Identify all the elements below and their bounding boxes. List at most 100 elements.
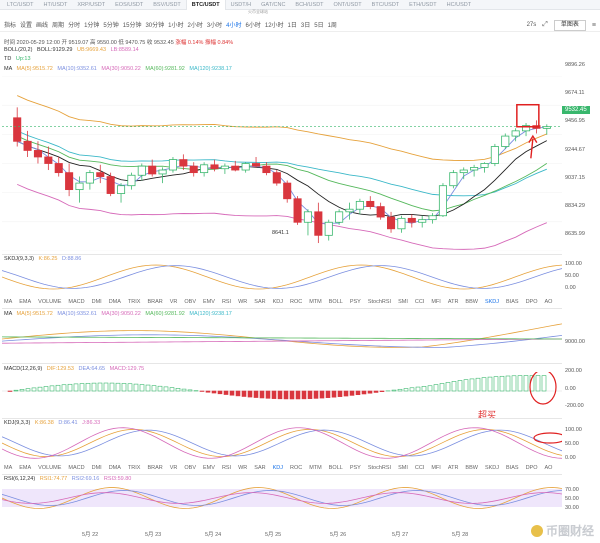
toolbar-item[interactable]: 3小时 bbox=[206, 23, 223, 29]
indicator-tab[interactable]: RSI bbox=[221, 299, 232, 305]
indicator-tab[interactable]: ROC bbox=[289, 299, 303, 305]
indicator-tab[interactable]: MACD bbox=[68, 465, 85, 471]
indicator-tab[interactable]: BOLL bbox=[328, 465, 343, 471]
indicator-tab[interactable]: ROC bbox=[289, 465, 303, 471]
layout-dropdown[interactable]: 单图表 bbox=[553, 19, 586, 31]
symbol-tab[interactable]: XRP/USDT bbox=[77, 1, 106, 8]
indicator-tab[interactable]: SAR bbox=[254, 465, 266, 471]
macd-bar bbox=[175, 388, 181, 392]
indicator-tab[interactable]: DMI bbox=[91, 299, 102, 305]
toolbar-item[interactable]: 15分钟 bbox=[122, 23, 142, 29]
indicator-tab[interactable]: EMV bbox=[203, 465, 215, 471]
indicator-tab[interactable]: RSI bbox=[221, 465, 232, 471]
toolbar-item[interactable]: 周期 bbox=[52, 23, 65, 29]
indicator-tab-row-2: MA EMA VOLUME MACD DMI DMA TRIX BRAR VR OBV EMV RSI… bbox=[4, 465, 552, 471]
toolbar-item[interactable]: 指标 bbox=[4, 23, 17, 29]
symbol-tab[interactable]: BCH/USDT bbox=[295, 1, 324, 8]
candlestick-chart[interactable] bbox=[2, 76, 562, 251]
indicator-tab[interactable]: AO bbox=[544, 465, 553, 471]
toolbar-item[interactable]: 5日 bbox=[314, 23, 324, 29]
indicator-tab[interactable]: WR bbox=[238, 299, 248, 305]
toolbar-item[interactable]: 1日 bbox=[287, 23, 297, 29]
macd-bar bbox=[373, 390, 379, 393]
macd-bar bbox=[523, 375, 529, 392]
indicator-tab[interactable]: BRAR bbox=[147, 465, 163, 471]
indicator-tab[interactable]: TRIX bbox=[127, 299, 141, 305]
indicator-tab[interactable]: VR bbox=[169, 465, 178, 471]
indicator-tab[interactable]: KDJ bbox=[272, 465, 283, 471]
indicator-tab[interactable]: DMA bbox=[108, 299, 121, 305]
toolbar-item[interactable]: 1小时 bbox=[168, 23, 184, 29]
indicator-tab[interactable]: SMI bbox=[398, 465, 408, 471]
indicator-tab[interactable]: DPO bbox=[525, 465, 538, 471]
indicator-tab[interactable]: BIAS bbox=[506, 465, 519, 471]
toolbar-item[interactable]: 1分钟 bbox=[84, 23, 100, 29]
indicator-tab[interactable]: VOLUME bbox=[38, 465, 62, 471]
indicator-tab[interactable]: SKDJ bbox=[484, 299, 500, 305]
symbol-tab[interactable]: ONT/USDT bbox=[333, 1, 362, 8]
symbol-tab[interactable]: HC/USDT bbox=[446, 1, 472, 8]
symbol-tab[interactable]: USDT/H bbox=[230, 1, 252, 8]
indicator-tab[interactable]: SAR bbox=[254, 299, 266, 305]
symbol-tab[interactable]: BSV/USDT bbox=[153, 1, 181, 8]
indicator-tab[interactable]: MFI bbox=[431, 299, 441, 305]
indicator-tab[interactable]: DPO bbox=[525, 299, 538, 305]
toolbar-item[interactable]: 3日 bbox=[300, 23, 311, 29]
indicator-tab[interactable]: SKDJ bbox=[484, 465, 500, 471]
indicator-tab[interactable]: MTM bbox=[309, 465, 322, 471]
indicator-tab[interactable]: VOLUME bbox=[38, 299, 62, 305]
toolbar-item[interactable]: 30分钟 bbox=[145, 23, 165, 29]
indicator-tab[interactable]: BRAR bbox=[147, 299, 163, 305]
indicator-tab[interactable]: MA bbox=[4, 299, 13, 305]
indicator-tab[interactable]: EMA bbox=[19, 299, 32, 305]
toolbar-item[interactable]: 分时 bbox=[68, 23, 81, 29]
toolbar-item[interactable]: 画线 bbox=[36, 23, 49, 29]
indicator-tab[interactable]: MACD bbox=[68, 299, 85, 305]
indicator-tab[interactable]: WR bbox=[238, 465, 248, 471]
indicator-tab[interactable]: BBW bbox=[465, 299, 478, 305]
indicator-tab[interactable]: BOLL bbox=[328, 299, 343, 305]
menu-icon[interactable]: ≡ bbox=[591, 21, 596, 29]
kdj-axis-100: 100.00 bbox=[565, 427, 582, 433]
indicator-tab[interactable]: SMI bbox=[398, 299, 408, 305]
indicator-tab[interactable]: BIAS bbox=[506, 299, 519, 305]
symbol-tab[interactable]: HT/USDT bbox=[43, 1, 68, 8]
indicator-tab[interactable]: OBV bbox=[184, 299, 197, 305]
indicator-tab[interactable]: KDJ bbox=[272, 299, 283, 305]
indicator-tab[interactable]: PSY bbox=[349, 299, 361, 305]
toolbar: 指标 设置 画线 周期 分时 1分钟 5分钟 15分钟 30分钟 1小时 2小时 3小时 4小时 6小时 1… bbox=[0, 18, 600, 32]
indicator-tab[interactable]: CCI bbox=[414, 465, 425, 471]
symbol-tab[interactable]: EOS/USDT bbox=[115, 1, 144, 8]
indicator-tab[interactable]: DMI bbox=[91, 465, 102, 471]
indicator-tab[interactable]: DMA bbox=[108, 465, 121, 471]
toolbar-item[interactable]: 4小时 bbox=[226, 23, 242, 29]
indicator-tab[interactable]: MFI bbox=[431, 465, 441, 471]
indicator-tab[interactable]: BBW bbox=[465, 465, 478, 471]
symbol-tab[interactable]: BTC/USDT bbox=[185, 0, 226, 10]
toolbar-item[interactable]: 设置 bbox=[20, 23, 33, 29]
indicator-tab[interactable]: StochRSI bbox=[367, 465, 392, 471]
indicator-tab[interactable]: OBV bbox=[184, 465, 197, 471]
indicator-tab[interactable]: EMA bbox=[19, 465, 32, 471]
indicator-tab[interactable]: CCI bbox=[414, 299, 425, 305]
symbol-tab[interactable]: GAT/CNC bbox=[261, 1, 286, 8]
toolbar-item[interactable]: 5分钟 bbox=[103, 23, 119, 29]
indicator-tab[interactable]: StochRSI bbox=[367, 299, 392, 305]
toolbar-item[interactable]: 2小时 bbox=[187, 23, 203, 29]
toolbar-item[interactable]: 6小时 bbox=[245, 23, 261, 29]
toolbar-item[interactable]: 12小时 bbox=[264, 23, 284, 29]
indicator-tab[interactable]: AO bbox=[544, 299, 553, 305]
indicator-tab[interactable]: PSY bbox=[349, 465, 361, 471]
indicator-tab[interactable]: ATR bbox=[447, 299, 459, 305]
indicator-tab[interactable]: ATR bbox=[447, 465, 459, 471]
indicator-tab[interactable]: MTM bbox=[309, 299, 322, 305]
symbol-tab[interactable]: ETH/USDT bbox=[409, 1, 437, 8]
indicator-tab[interactable]: EMV bbox=[203, 299, 215, 305]
symbol-tab[interactable]: LTC/USDT bbox=[7, 1, 34, 8]
toolbar-item[interactable]: 1周 bbox=[327, 23, 337, 29]
indicator-tab[interactable]: MA bbox=[4, 465, 13, 471]
indicator-tab[interactable]: TRIX bbox=[127, 465, 141, 471]
fullscreen-icon[interactable]: ⤢ bbox=[542, 21, 548, 28]
symbol-tab[interactable]: BTC/USDT bbox=[371, 1, 400, 8]
indicator-tab[interactable]: VR bbox=[169, 299, 178, 305]
